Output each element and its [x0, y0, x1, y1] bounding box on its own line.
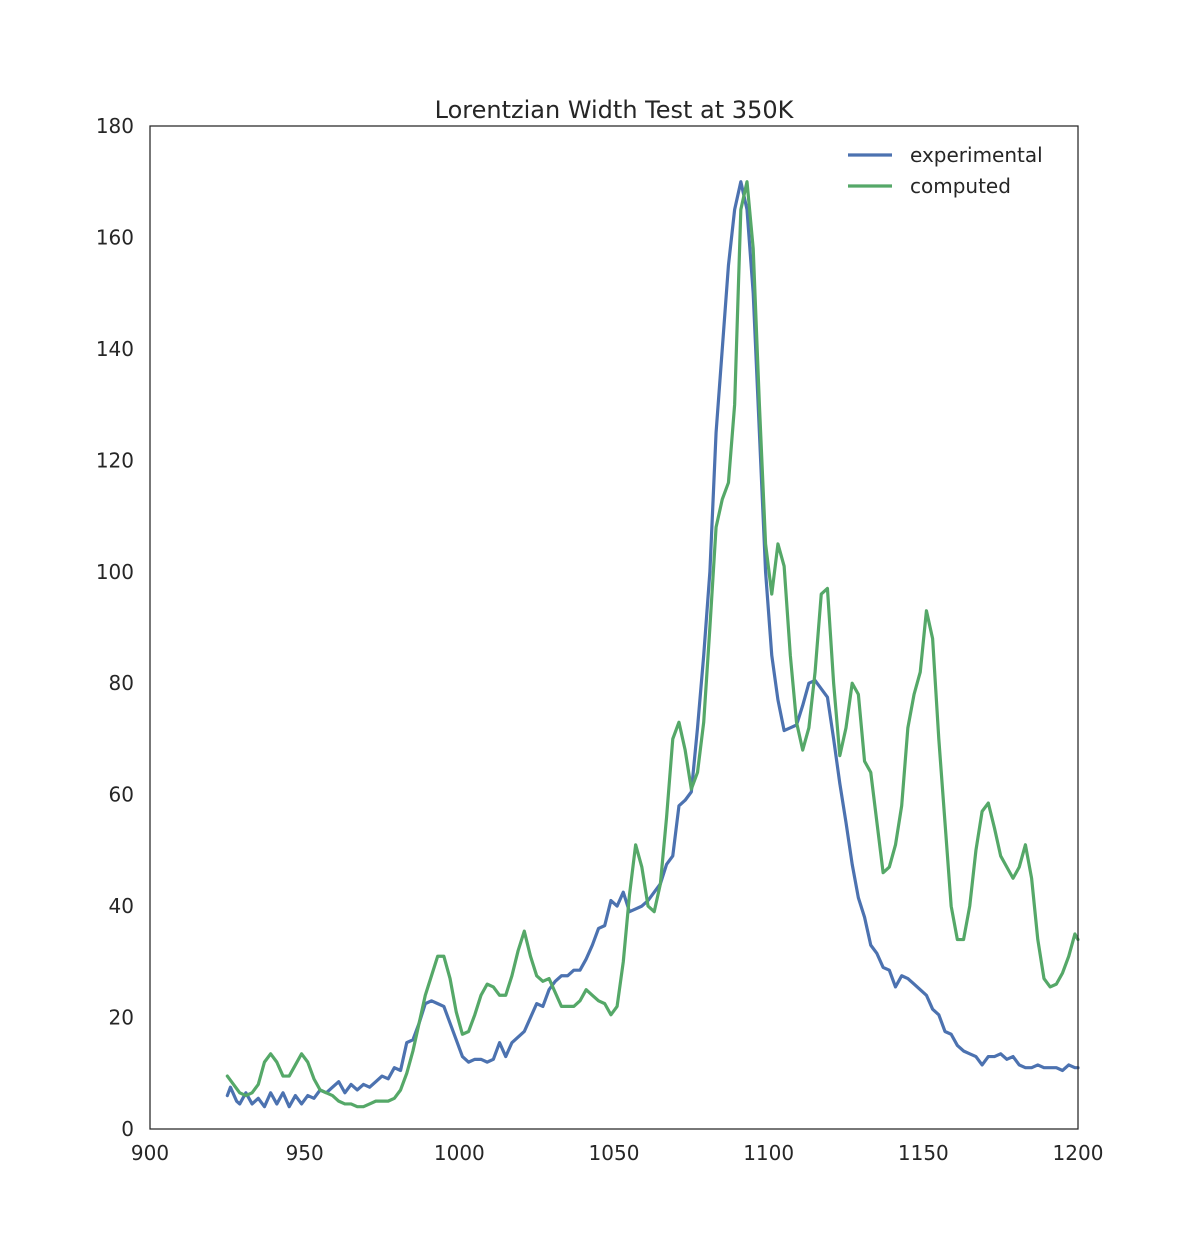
y-tick-label: 100 — [96, 560, 134, 584]
x-tick-label: 1100 — [743, 1141, 794, 1165]
x-axis: 900 950 1000 1050 1100 1150 1200 — [131, 1141, 1104, 1165]
series-line-experimental — [225, 180, 1080, 1109]
legend-label-experimental: experimental — [910, 143, 1043, 167]
x-tick-label: 1050 — [589, 1141, 640, 1165]
legend: experimental computed — [848, 143, 1043, 198]
x-tick-label: 1200 — [1053, 1141, 1104, 1165]
series-line-computed — [225, 180, 1080, 1109]
y-tick-label: 0 — [121, 1117, 134, 1141]
plot-area — [225, 180, 1080, 1109]
y-tick-label: 160 — [96, 225, 134, 249]
y-tick-label: 140 — [96, 337, 134, 361]
y-tick-label: 40 — [109, 894, 134, 918]
plot-frame — [149, 125, 1079, 1130]
y-tick-label: 60 — [109, 783, 134, 807]
y-tick-label: 80 — [109, 671, 134, 695]
y-tick-label: 180 — [96, 114, 134, 138]
y-axis: 0 20 40 60 80 100 120 140 160 180 — [96, 114, 134, 1141]
x-tick-label: 950 — [286, 1141, 324, 1165]
legend-label-computed: computed — [910, 174, 1011, 198]
x-tick-label: 1150 — [898, 1141, 949, 1165]
x-tick-label: 1000 — [434, 1141, 485, 1165]
x-tick-label: 900 — [131, 1141, 169, 1165]
y-tick-label: 20 — [109, 1006, 134, 1030]
y-tick-label: 120 — [96, 448, 134, 472]
chart-title: Lorentzian Width Test at 350K — [435, 96, 795, 124]
